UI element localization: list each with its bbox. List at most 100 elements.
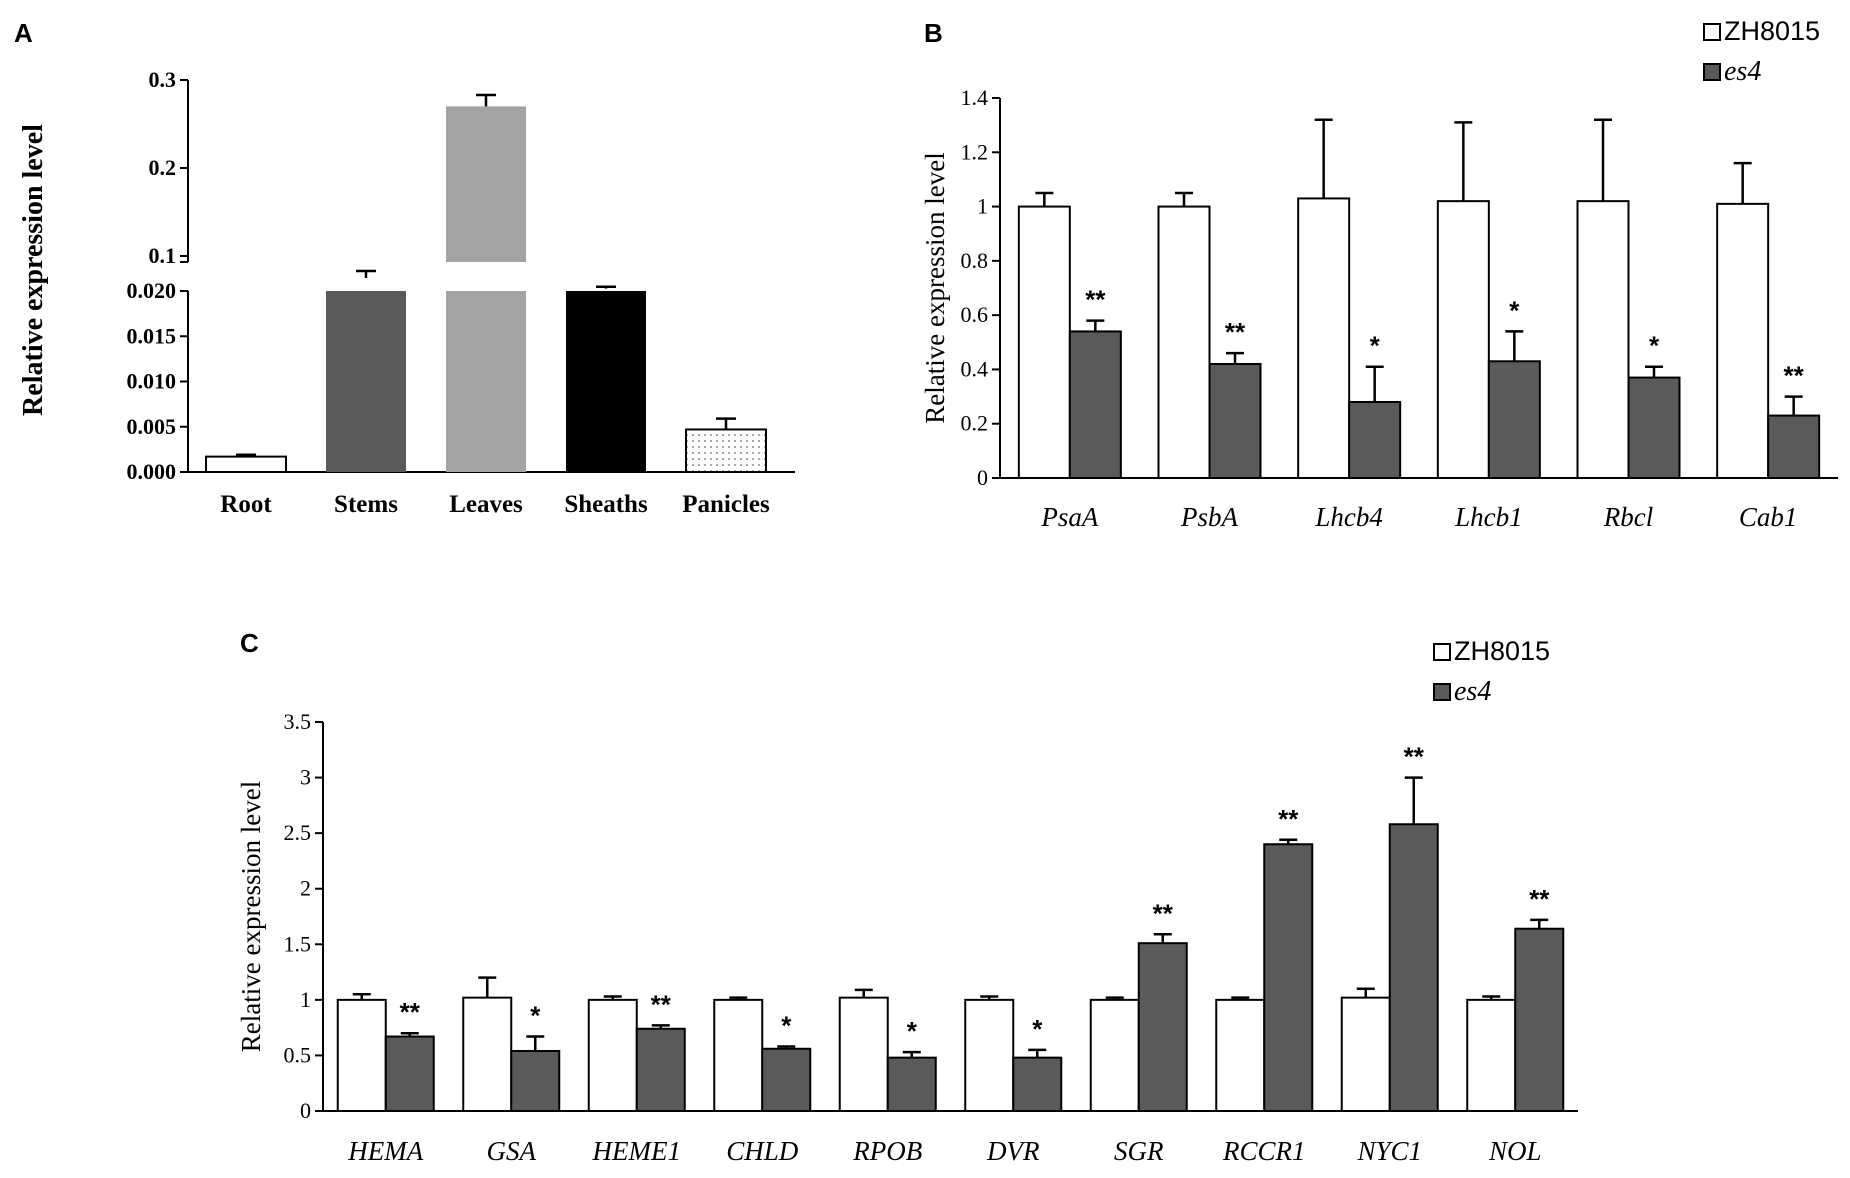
significance-hema: ** bbox=[400, 997, 421, 1027]
significance-gsa: * bbox=[530, 1001, 541, 1031]
bar-heme1-zh8015 bbox=[587, 998, 638, 1112]
x-tick-label-panicles: Panicles bbox=[682, 491, 770, 518]
bar-rpob-es4 bbox=[886, 1056, 937, 1113]
bar-stems-lower bbox=[326, 291, 406, 472]
y-axis-label: Relative expression level bbox=[18, 124, 49, 416]
chart-a: 0.000 0.005 0.010 0.015 0.020 0.1 0.2 0.3 Relati… bbox=[18, 67, 795, 518]
bar-sgr-zh8015 bbox=[1089, 998, 1140, 1112]
y-tick-label: 3.5 bbox=[284, 709, 312, 734]
legend-label-zh8015: ZH8015 bbox=[1724, 16, 1820, 46]
y-tick-label: 0.1 bbox=[149, 243, 177, 268]
y-axis-label: Relative expression level bbox=[236, 781, 266, 1052]
bar-rccr1-es4 bbox=[1263, 843, 1314, 1112]
bar-gsa-zh8015 bbox=[462, 996, 513, 1112]
x-tick-label-rpob: RPOB bbox=[852, 1136, 922, 1166]
significance-nyc1: ** bbox=[1404, 742, 1425, 772]
bar-dvr-es4 bbox=[1012, 1056, 1063, 1113]
x-tick-label-hema: HEMA bbox=[347, 1136, 423, 1166]
bar-psaa-zh8015 bbox=[1017, 205, 1071, 479]
legend-swatch-zh8015 bbox=[1703, 23, 1721, 41]
panel-label-b: B bbox=[924, 18, 943, 48]
bar-lhcb4-zh8015 bbox=[1297, 197, 1351, 480]
significance-nol: ** bbox=[1529, 884, 1550, 914]
panel-label-c: C bbox=[240, 628, 259, 658]
x-tick-label-rbcl: Rbcl bbox=[1603, 502, 1653, 532]
bar-sheaths-lower bbox=[566, 291, 646, 472]
significance-psba: ** bbox=[1225, 317, 1246, 347]
y-tick-label: 0.8 bbox=[961, 248, 989, 273]
bar-gsa-es4 bbox=[510, 1049, 561, 1113]
y-tick-label: 0.5 bbox=[284, 1042, 312, 1067]
bar-sgr-es4 bbox=[1137, 942, 1188, 1112]
x-tick-label-stems: Stems bbox=[334, 491, 398, 518]
bar-nol-es4 bbox=[1514, 927, 1565, 1112]
legend-label-zh8015: ZH8015 bbox=[1454, 636, 1550, 666]
chart-b: 0 0.2 0.4 0.6 0.8 1 1.2 1.4 Relative expression … bbox=[920, 16, 1838, 532]
x-tick-label-chld: CHLD bbox=[726, 1136, 799, 1166]
y-tick-label: 0.000 bbox=[127, 459, 177, 484]
bar-hema-es4 bbox=[384, 1035, 435, 1113]
bar-leaves-lower bbox=[446, 291, 526, 472]
bar-chld-zh8015 bbox=[713, 998, 764, 1112]
significance-heme1: ** bbox=[651, 989, 672, 1019]
x-tick-label-nyc1: NYC1 bbox=[1356, 1136, 1422, 1166]
significance-rccr1: ** bbox=[1278, 804, 1299, 834]
bar-chld-es4 bbox=[761, 1047, 812, 1113]
legend-label-es4: es4 bbox=[1454, 676, 1491, 707]
x-tick-label-psba: PsbA bbox=[1180, 502, 1239, 532]
bar-nyc1-es4 bbox=[1388, 823, 1439, 1112]
y-tick-label: 0.005 bbox=[127, 414, 177, 439]
bar-psaa-es4 bbox=[1068, 330, 1122, 479]
y-tick-label: 1 bbox=[300, 987, 311, 1012]
bar-hema-zh8015 bbox=[336, 998, 387, 1112]
x-tick-label-lhcb4: Lhcb4 bbox=[1314, 502, 1383, 532]
y-tick-label: 0.2 bbox=[961, 411, 989, 436]
bar-lhcb4-es4 bbox=[1348, 401, 1402, 479]
legend-swatch-es4 bbox=[1433, 683, 1451, 701]
y-tick-label: 2 bbox=[300, 876, 311, 901]
y-tick-label: 0.015 bbox=[127, 323, 177, 348]
significance-dvr: * bbox=[1032, 1014, 1043, 1044]
bar-rpob-zh8015 bbox=[838, 996, 889, 1112]
significance-lhcb4: * bbox=[1370, 331, 1381, 361]
significance-lhcb1: * bbox=[1509, 295, 1520, 325]
y-tick-label: 0.6 bbox=[961, 302, 989, 327]
significance-psaa: ** bbox=[1085, 285, 1106, 315]
y-tick-label: 3 bbox=[300, 765, 311, 790]
bar-root bbox=[205, 455, 287, 473]
x-tick-label-dvr: DVR bbox=[986, 1136, 1040, 1166]
significance-sgr: ** bbox=[1153, 898, 1174, 928]
bar-nol-zh8015 bbox=[1466, 998, 1517, 1112]
bar-rbcl-es4 bbox=[1627, 376, 1681, 480]
bar-lhcb1-es4 bbox=[1487, 360, 1541, 479]
x-tick-label-root: Root bbox=[220, 491, 272, 518]
bar-psba-zh8015 bbox=[1157, 205, 1211, 479]
legend-swatch-es4 bbox=[1703, 63, 1721, 81]
y-tick-label: 0.4 bbox=[961, 356, 989, 381]
significance-rpob: * bbox=[907, 1016, 918, 1046]
bar-lhcb1-zh8015 bbox=[1436, 200, 1490, 479]
bar-cab1-zh8015 bbox=[1716, 202, 1770, 479]
y-tick-label: 0 bbox=[300, 1098, 311, 1123]
x-tick-label-leaves: Leaves bbox=[449, 491, 523, 518]
x-tick-label-nol: NOL bbox=[1488, 1136, 1542, 1166]
y-axis-label: Relative expression level bbox=[920, 152, 950, 423]
x-tick-label-cab1: Cab1 bbox=[1739, 502, 1798, 532]
y-tick-label: 0 bbox=[977, 465, 988, 490]
bar-cab1-es4 bbox=[1767, 414, 1821, 480]
y-tick-label: 1.5 bbox=[284, 931, 312, 956]
x-tick-label-sgr: SGR bbox=[1114, 1136, 1164, 1166]
legend-label-es4: es4 bbox=[1724, 56, 1761, 87]
bar-heme1-es4 bbox=[635, 1027, 686, 1112]
bar-nyc1-zh8015 bbox=[1340, 996, 1391, 1112]
legend-swatch-zh8015 bbox=[1433, 643, 1451, 661]
chart-c: 0 0.5 1 1.5 2 2.5 3 3.5 Relative expression leve… bbox=[236, 636, 1578, 1166]
y-tick-label: 1.4 bbox=[961, 85, 989, 110]
y-tick-label: 1.2 bbox=[961, 139, 989, 164]
x-tick-label-lhcb1: Lhcb1 bbox=[1454, 502, 1523, 532]
y-tick-label: 2.5 bbox=[284, 820, 312, 845]
x-tick-label-sheaths: Sheaths bbox=[564, 491, 648, 518]
y-tick-label: 1 bbox=[977, 194, 988, 219]
x-tick-label-heme1: HEME1 bbox=[592, 1136, 681, 1166]
